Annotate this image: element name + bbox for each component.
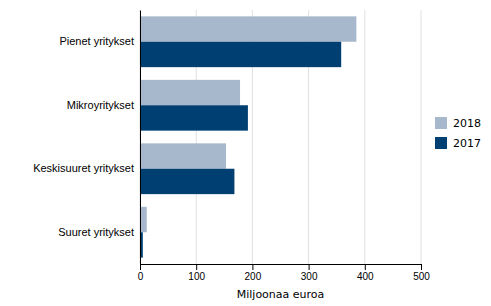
y-tick: Pienet yritykset [59, 35, 140, 47]
y-axis: Pienet yritykset Mikroyritykset Keskisuure… [33, 11, 140, 265]
y-tick-label: Mikroyritykset [67, 99, 134, 111]
bar [140, 80, 240, 105]
bar [140, 169, 234, 194]
y-tick: Mikroyritykset [67, 99, 140, 111]
x-tick-mark [140, 264, 141, 270]
x-axis-line [141, 265, 422, 271]
x-tick-label: 500 [413, 271, 430, 282]
x-tick-label: 100 [188, 271, 205, 282]
x-tick-label: 200 [245, 271, 262, 282]
x-axis-title: Miljoonaa euroa [237, 288, 325, 301]
grid-line [140, 10, 141, 264]
x-tick: 300 [301, 264, 318, 282]
y-tick-label: Pienet yritykset [59, 35, 134, 47]
bar [140, 16, 356, 41]
y-axis-line [140, 11, 141, 265]
bar [140, 105, 248, 130]
legend: 2018 2017 [435, 117, 481, 150]
bar-series [140, 42, 341, 258]
grid-line [421, 10, 422, 264]
legend-label: 2017 [453, 137, 481, 150]
bar [140, 42, 341, 67]
bars [140, 16, 356, 257]
chart: 0 100 200 300 400 500 Pienet yritykset Mikroyri… [0, 0, 491, 306]
x-axis: 0 100 200 300 400 500 [138, 264, 431, 282]
x-tick-mark [309, 264, 310, 270]
legend-item: 2017 [435, 137, 481, 150]
x-tick-label: 300 [301, 271, 318, 282]
bar [140, 143, 226, 168]
x-tick: 0 [138, 264, 144, 282]
x-tick-label: 400 [357, 271, 374, 282]
y-tick: Suuret yritykset [58, 226, 140, 238]
x-tick-mark [252, 264, 253, 270]
grid [140, 10, 421, 264]
x-tick: 500 [413, 264, 430, 282]
legend-item: 2018 [435, 117, 481, 130]
legend-label: 2018 [453, 117, 481, 130]
y-tick: Keskisuuret yritykset [33, 162, 140, 174]
bar [140, 207, 147, 232]
x-tick-mark [365, 264, 366, 270]
legend-swatch [435, 137, 447, 149]
x-tick-label: 0 [138, 271, 144, 282]
x-tick: 100 [188, 264, 205, 282]
bar-series [140, 16, 356, 232]
x-tick: 400 [357, 264, 374, 282]
x-tick: 200 [245, 264, 262, 282]
x-tick-mark [196, 264, 197, 270]
x-tick-mark [421, 264, 422, 270]
grid-line [364, 10, 365, 264]
y-tick-label: Suuret yritykset [58, 226, 134, 238]
legend-swatch [435, 117, 447, 129]
y-tick-label: Keskisuuret yritykset [33, 162, 134, 174]
plot: 0 100 200 300 400 500 Pienet yritykset Mikroyri… [33, 10, 430, 301]
